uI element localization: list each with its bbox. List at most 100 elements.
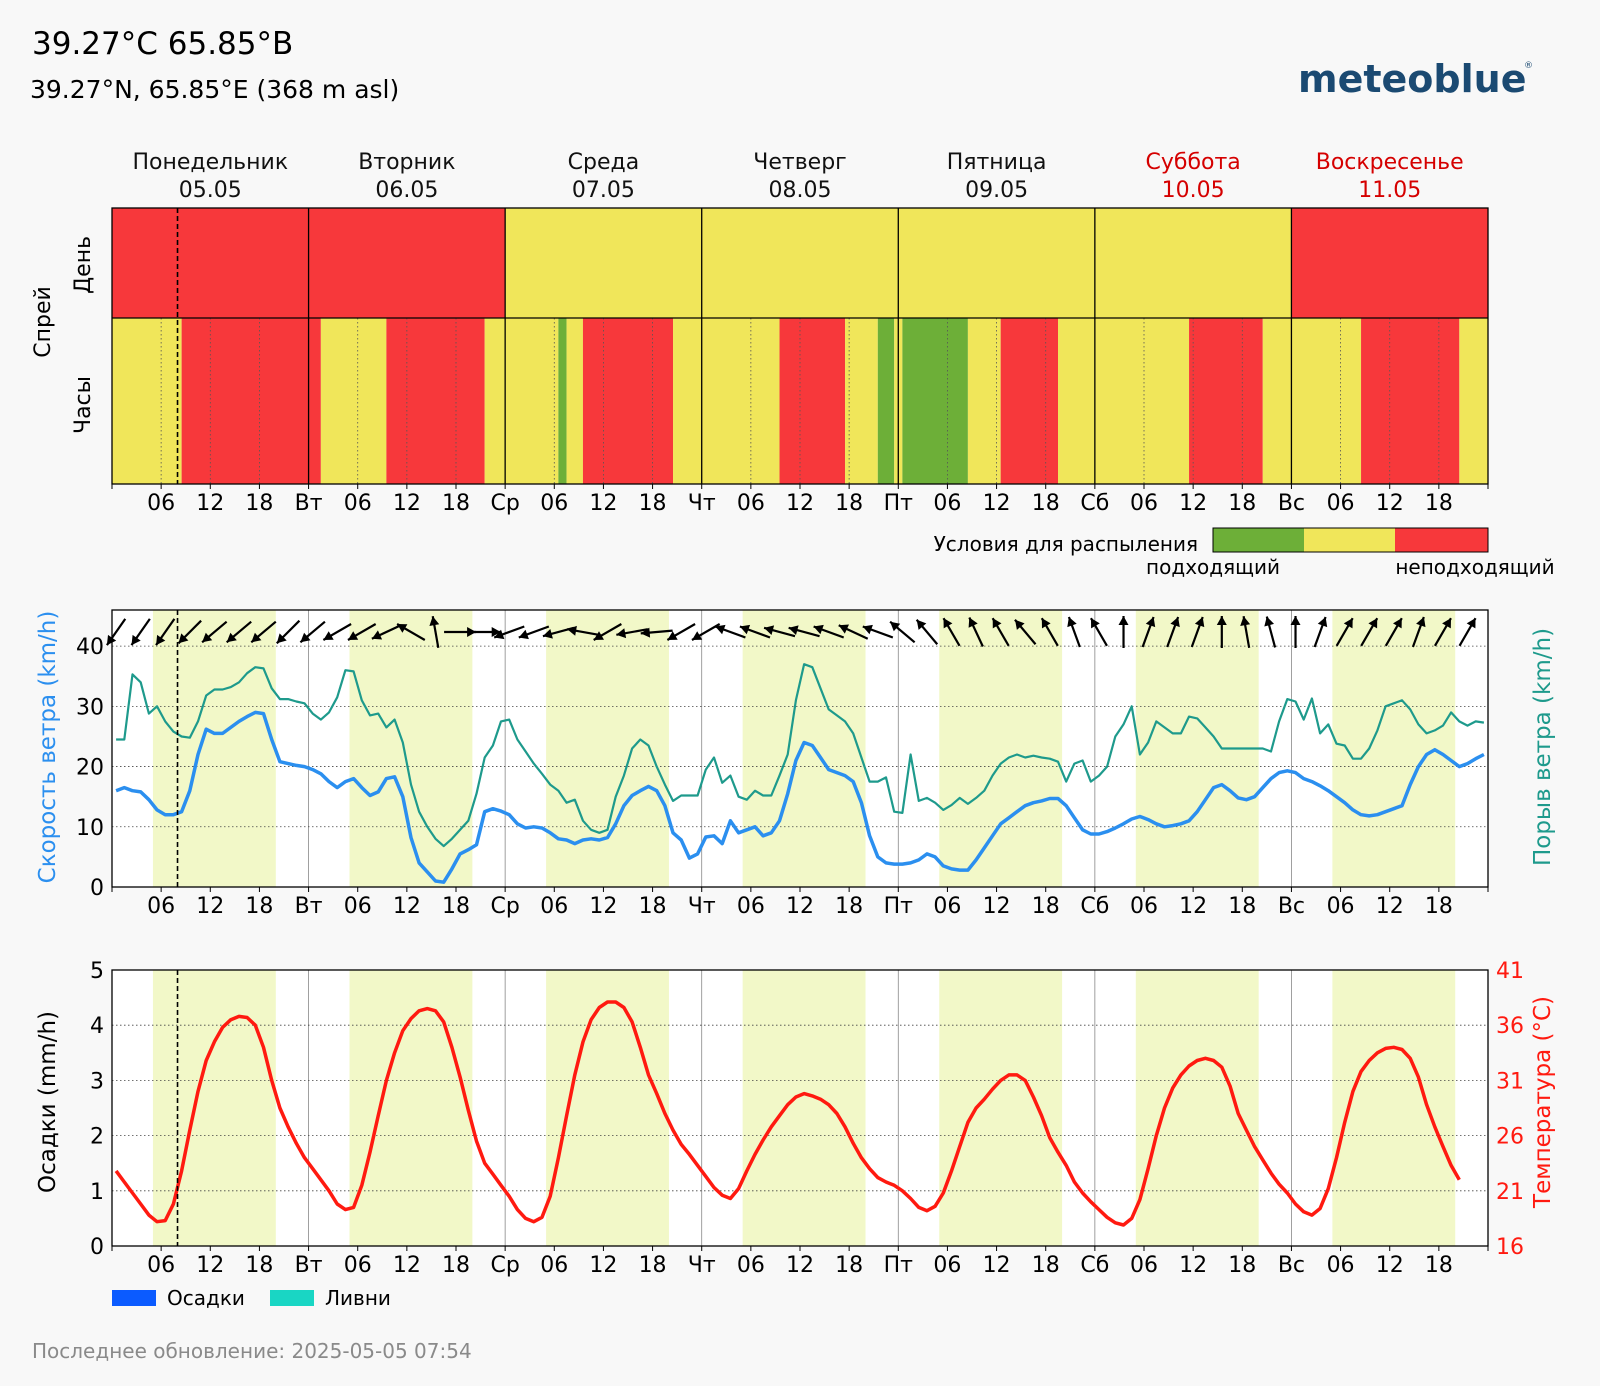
wind-direction-arrow — [250, 620, 277, 644]
spray-day-cell — [701, 208, 899, 318]
precip-y-tick-label: 1 — [90, 1180, 104, 1205]
wind-arrow-head — [1393, 618, 1402, 629]
wind-arrow-head — [429, 616, 440, 626]
wind-y-tick-label: 0 — [90, 876, 104, 901]
wind-arrow-head — [1015, 619, 1025, 630]
spray-hour-segment — [779, 318, 846, 484]
spray-hour-tick-label: 18 — [1032, 491, 1060, 516]
wind-direction-arrow — [1166, 616, 1180, 648]
temp-y-tick-label: 26 — [1496, 1125, 1524, 1150]
wind-arrow-head — [178, 633, 189, 644]
spray-group-label: Спрей — [31, 286, 56, 358]
wind-arrow-head — [667, 631, 678, 640]
wind-daylight-band — [349, 610, 473, 887]
precip-hour-tick-label: 12 — [983, 1253, 1011, 1278]
registered-mark-icon: ® — [1524, 61, 1533, 71]
spray-hour-segment — [1189, 318, 1263, 484]
precip-day-tick-label: Пт — [884, 1253, 914, 1278]
temp-y-tick-label: 16 — [1496, 1235, 1524, 1260]
legend-moderate-swatch — [1304, 528, 1395, 552]
wind-day-tick-label: Чт — [688, 894, 716, 919]
wind-direction-arrow — [991, 617, 1010, 647]
temp-y-tick-label: 21 — [1496, 1180, 1524, 1205]
spray-hour-tick-label: 12 — [1179, 491, 1207, 516]
precip-hour-tick-label: 12 — [393, 1253, 421, 1278]
spray-hour-segment — [701, 318, 780, 484]
precip-hour-tick-label: 06 — [540, 1253, 568, 1278]
wind-arrow-head — [348, 631, 359, 640]
wind-arrow-head — [968, 617, 978, 628]
precip-day-tick-label: Вс — [1278, 1253, 1305, 1278]
wind-arrow-head — [542, 629, 553, 639]
wind-y-tick-label: 30 — [76, 695, 104, 720]
wind-arrow-head — [494, 629, 505, 640]
wind-direction-arrow — [862, 624, 894, 639]
wind-arrow-head — [323, 631, 334, 640]
wind-direction-arrow — [518, 625, 550, 640]
wind-y-tick-label: 20 — [76, 756, 104, 781]
wind-direction-arrow — [889, 620, 916, 644]
spray-hour-segment — [566, 318, 583, 484]
gust-series-line — [116, 663, 1485, 848]
wind-arrow-head — [1466, 618, 1476, 629]
legend-high-label: неподходящий — [1395, 555, 1554, 579]
wind-direction-arrow — [1014, 619, 1037, 645]
meteoblue-logo[interactable]: meteoblue — [1298, 57, 1526, 101]
wind-direction-arrow — [838, 624, 869, 640]
day-name-label: Четверг — [753, 150, 846, 175]
wind-arrow-head — [251, 632, 262, 643]
wind-direction-arrow — [567, 625, 599, 636]
spray-hour-row-label: Часы — [71, 376, 96, 434]
wind-direction-arrow — [915, 619, 939, 645]
wind-arrow-head — [1145, 617, 1156, 628]
wind-arrow-head — [397, 624, 408, 633]
precip-hour-tick-label: 18 — [835, 1253, 863, 1278]
wind-direction-arrow — [666, 623, 696, 641]
precip-hour-tick-label: 06 — [147, 1253, 175, 1278]
day-name-label: Вторник — [358, 150, 455, 175]
precip-daylight-band — [742, 970, 866, 1246]
wind-daylight-band — [939, 610, 1063, 887]
day-name-label: Среда — [568, 150, 640, 175]
wind-day-tick-label: Сб — [1080, 894, 1109, 919]
precip-hour-tick-label: 18 — [1228, 1253, 1256, 1278]
wind-daylight-band — [152, 610, 276, 887]
wind-arrow-head — [131, 634, 141, 646]
wind-direction-arrow — [130, 618, 151, 646]
spray-hour-tick-label: 06 — [147, 491, 175, 516]
day-date-label: 07.05 — [572, 178, 635, 203]
wind-direction-arrow — [1040, 617, 1059, 647]
wind-arrow-head — [764, 625, 775, 635]
wind-direction-arrow — [968, 617, 984, 647]
precip-hour-tick-label: 12 — [1179, 1253, 1207, 1278]
wind-direction-arrow — [347, 623, 377, 641]
spray-hour-segment — [320, 318, 387, 484]
wind-arrow-head — [1368, 618, 1378, 629]
precip-daylight-band — [1332, 970, 1456, 1246]
last-updated: Последнее обновление: 2025-05-05 07:54 — [32, 1339, 472, 1363]
wind-arrow-head — [567, 625, 577, 636]
wind-direction-arrow — [322, 623, 352, 641]
day-name-label: Воскресенье — [1316, 150, 1464, 175]
precip-hour-tick-label: 18 — [442, 1253, 470, 1278]
page-subtitle: 39.27°N, 65.85°E (368 m asl) — [30, 75, 399, 104]
precip-y-tick-label: 2 — [90, 1125, 104, 1150]
wind-arrow-head — [916, 619, 927, 630]
spray-hour-segment — [1094, 318, 1190, 484]
wind-arrow-head — [715, 624, 726, 635]
wind-direction-arrow — [942, 617, 961, 647]
legend-frame — [1212, 527, 1489, 553]
wind-hour-tick-label: 18 — [639, 894, 667, 919]
spray-day-tick-label: Ср — [490, 491, 519, 516]
temp-ylabel-right: Температура (°C) — [1530, 996, 1556, 1209]
spray-hour-segment — [1361, 318, 1460, 484]
precip-hour-tick-label: 06 — [1130, 1253, 1158, 1278]
spray-hour-segment — [308, 318, 321, 484]
wind-direction-arrow — [1089, 617, 1108, 647]
spray-day-cell — [505, 208, 702, 318]
spray-hour-segment — [505, 318, 559, 484]
wind-arrow-head — [1240, 616, 1251, 626]
wind-direction-arrow — [1240, 616, 1251, 648]
precip-hour-tick-label: 06 — [933, 1253, 961, 1278]
precip-day-tick-label: Чт — [688, 1253, 716, 1278]
